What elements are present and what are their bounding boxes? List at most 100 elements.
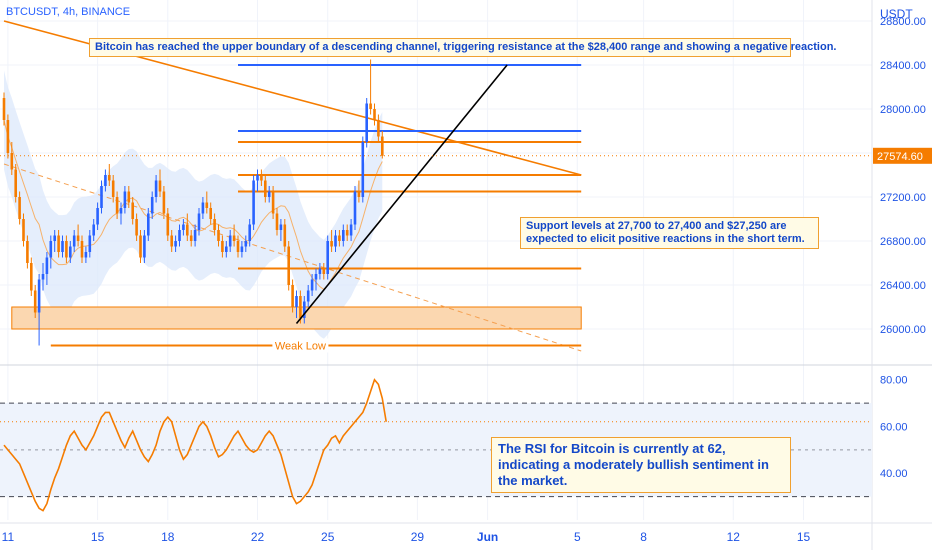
candle-body [84,252,88,258]
candle-body [295,296,298,307]
candle-body [365,103,368,142]
candle-body [213,219,216,230]
candle-body [158,180,162,192]
candle-body [225,246,228,252]
candle-body [244,241,248,247]
candle-body [326,241,329,274]
annotation-support: Support levels at 27,700 to 27,400 and $… [520,217,819,249]
candle-body [209,208,212,219]
candle-body [345,230,349,236]
candle-body [264,180,267,197]
last-price-badge [873,147,932,164]
candle-body [369,103,372,109]
candle-body [306,290,310,302]
candle-body [228,235,232,247]
candle-body [72,235,76,247]
candle-body [201,202,205,214]
price-tick-label: 26400.00 [880,280,926,292]
price-tick-label: 28000.00 [880,104,926,116]
ascending-trendline [295,64,508,325]
candle-body [135,219,138,236]
candle-body [338,235,341,241]
time-tick-label: 25 [321,530,335,544]
candle-body [119,208,123,214]
candle-body [108,175,111,181]
candle-body [170,235,173,247]
candle-body [123,191,127,208]
annotation-resistance: Bitcoin has reached the upper boundary o… [89,38,836,57]
time-tick-label: 5 [574,530,581,544]
candle-body [131,202,134,219]
candle-body [30,263,33,291]
price-axis-unit: USDT [880,7,913,21]
candle-body [197,213,201,230]
rsi-tick-label: 80.00 [880,375,908,387]
last-price-label: 27574.60 [877,151,923,163]
candle-body [287,246,290,285]
candle-body [26,241,29,263]
candle-body [256,175,259,181]
rsi-line [3,378,387,512]
candle-body [18,197,21,219]
candle-body [100,186,103,208]
candle-body [299,296,302,318]
candle-body [143,235,146,258]
candle-body [57,235,60,252]
candle-body [61,241,64,252]
price-tick-label: 27200.00 [880,192,926,204]
candle-body [318,268,322,274]
candle-body [381,136,384,156]
price-tick-label: 26000.00 [880,324,926,336]
candle-body [65,241,68,258]
candle-body [147,213,150,236]
candle-body [115,197,119,214]
candle-body [166,213,170,236]
candle-body [205,202,209,208]
candle-body [76,235,80,241]
candle-body [127,191,131,203]
time-tick-label: 12 [727,530,741,544]
level-label-bg [272,338,329,353]
candle-body [154,180,158,197]
symbol-label: BTCUSDT, 4h, BINANCE [6,6,131,18]
candle-body [342,230,345,241]
price-tick-label: 26800.00 [880,236,926,248]
candle-body [260,175,263,181]
volatility-band [4,70,383,339]
candle-body [357,191,361,197]
candle-body [279,224,283,230]
candle-body [10,153,14,170]
candle-body [330,241,333,247]
candle-body [291,285,294,307]
time-tick-label: 15 [91,530,105,544]
candle-body [139,235,142,258]
candle-body [111,180,115,197]
candle-body [353,191,357,225]
rsi-tick-label: 40.00 [880,468,908,480]
candle-body [361,142,365,197]
rsi-tick-label: 60.00 [880,421,908,433]
candle-body [150,197,154,214]
candle-body [178,230,181,241]
time-tick-label: 8 [640,530,647,544]
candle-body [193,230,197,241]
candle-body [283,224,287,247]
time-tick-label: 22 [251,530,265,544]
time-tick-label: 18 [161,530,175,544]
candle-body [373,109,376,120]
candle-body [252,180,255,225]
candle-body [322,268,326,274]
candle-body [92,224,95,236]
candle-body [349,224,353,236]
time-tick-label: 29 [411,530,425,544]
price-tick-label: 28400.00 [880,60,926,72]
candle-body [14,169,17,197]
candle-body [49,241,53,258]
candle-body [182,224,185,230]
candle-body [240,246,244,252]
candle-body [189,235,193,241]
candle-body [232,235,236,241]
candle-body [248,224,251,241]
candle-body [53,235,56,241]
